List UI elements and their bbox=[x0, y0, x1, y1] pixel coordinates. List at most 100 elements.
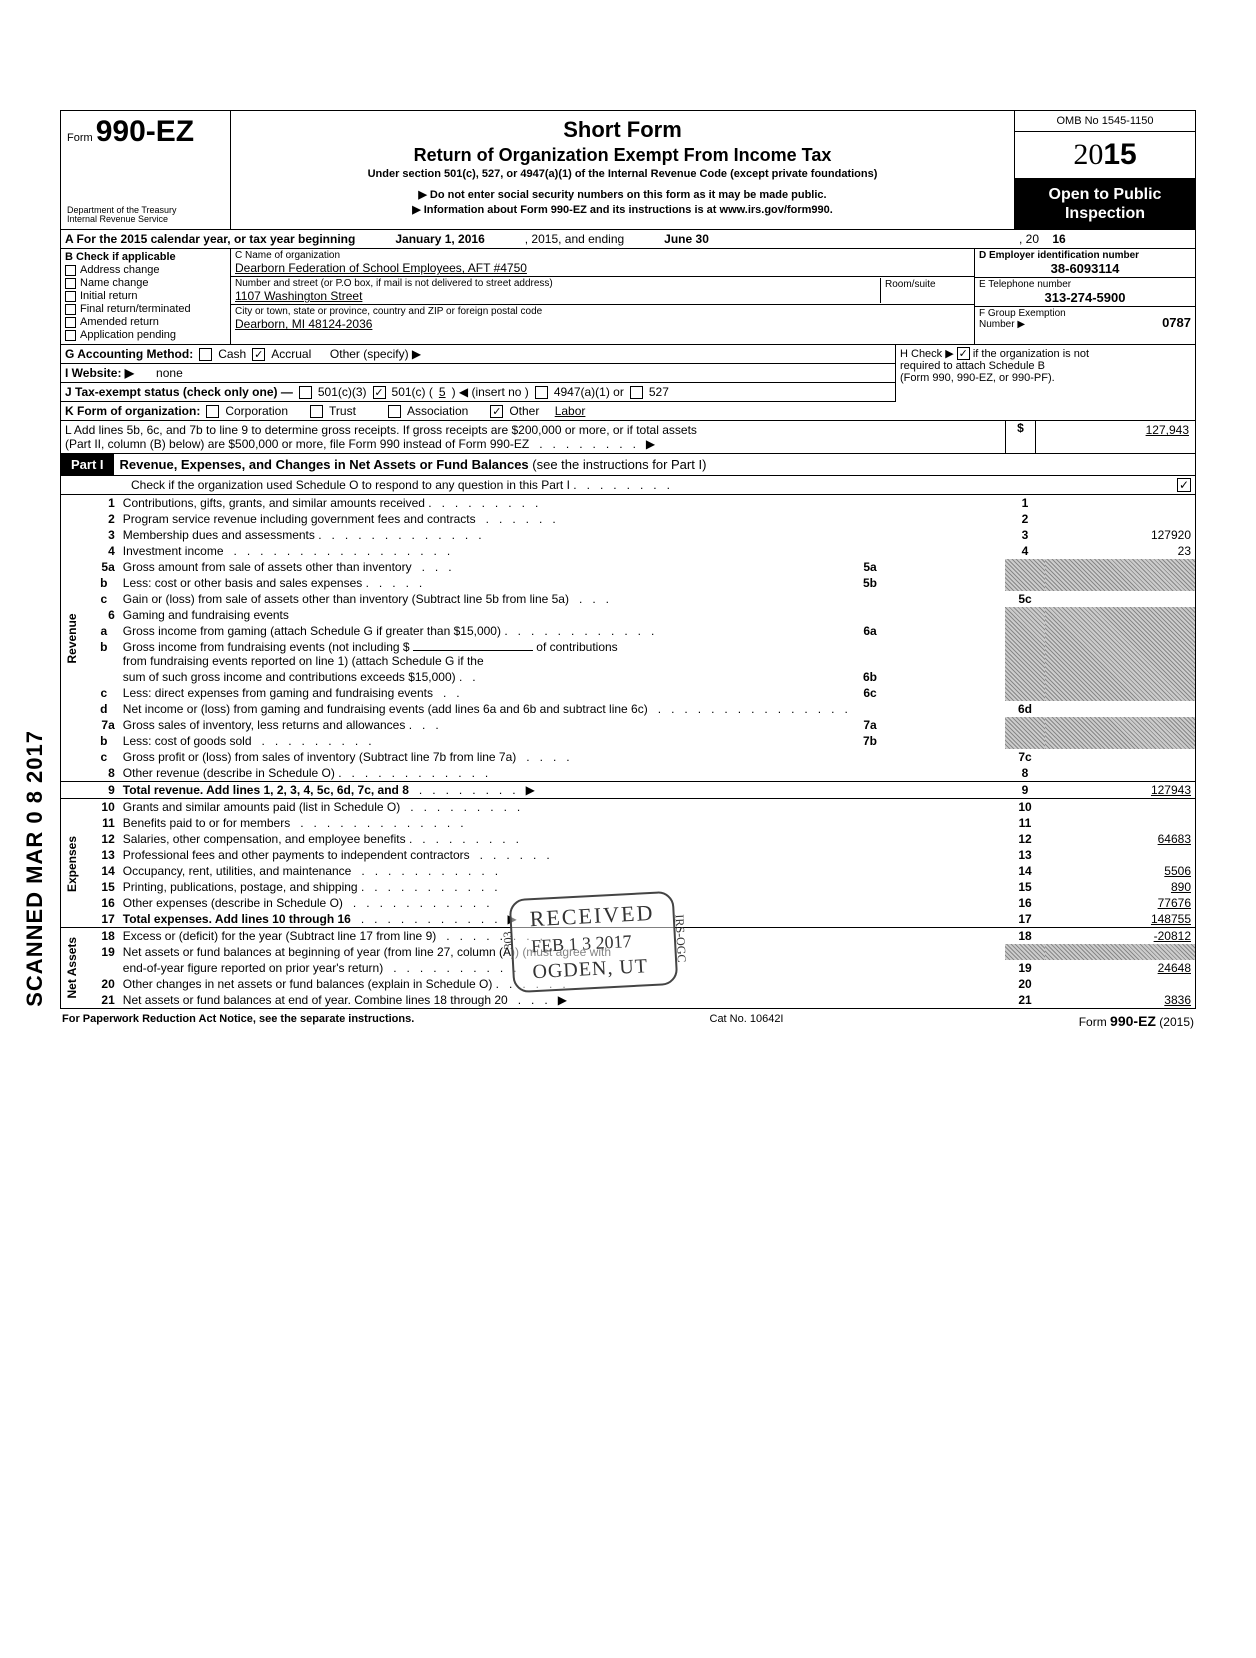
line6b-desc1: Gross income from fundraising events (no… bbox=[123, 640, 410, 654]
line-k: K Form of organization: Corporation Trus… bbox=[61, 402, 1195, 421]
h-text1: H Check ▶ bbox=[900, 348, 954, 360]
footer-right-post: (2015) bbox=[1156, 1015, 1194, 1029]
line16-num: 16 bbox=[89, 895, 119, 911]
h-checkbox[interactable]: ✓ bbox=[957, 347, 970, 360]
line11-col: 11 bbox=[1005, 815, 1045, 831]
schedule-o-checkbox[interactable]: ✓ bbox=[1177, 478, 1191, 492]
line4-num: 4 bbox=[89, 543, 119, 559]
line13-desc: Professional fees and other payments to … bbox=[123, 848, 470, 862]
line20-amt bbox=[1045, 976, 1195, 992]
line5ab-shaded-amt bbox=[1045, 559, 1195, 591]
row-ghi: G Accounting Method: Cash ✓ Accrual Othe… bbox=[61, 345, 1195, 402]
line-a: A For the 2015 calendar year, or tax yea… bbox=[61, 230, 1195, 249]
line20-desc: Other changes in net assets or fund bala… bbox=[123, 977, 493, 991]
assoc-checkbox[interactable] bbox=[388, 405, 401, 418]
form-number: 990-EZ bbox=[96, 115, 194, 148]
part1-table-wrapper: Revenue 1 Contributions, gifts, grants, … bbox=[61, 495, 1195, 1008]
cash-checkbox[interactable] bbox=[199, 348, 212, 361]
b-checkbox-1[interactable] bbox=[65, 278, 76, 289]
website-val: none bbox=[156, 366, 183, 380]
cash-label: Cash bbox=[218, 347, 246, 361]
line15-desc: Printing, publications, postage, and shi… bbox=[123, 880, 358, 894]
line20-num: 20 bbox=[89, 976, 119, 992]
527-checkbox[interactable] bbox=[630, 386, 643, 399]
line5a-box: 5a bbox=[855, 559, 885, 575]
501c-after: ) ◀ (insert no ) bbox=[452, 385, 529, 399]
line11-num: 11 bbox=[89, 815, 119, 831]
line16-desc: Other expenses (describe in Schedule O) bbox=[123, 896, 343, 910]
b-checkbox-0[interactable] bbox=[65, 265, 76, 276]
line21-col: 21 bbox=[1005, 992, 1045, 1008]
line6b-val bbox=[885, 669, 1005, 685]
h-text4: (Form 990, 990-EZ, or 990-PF). bbox=[900, 372, 1055, 384]
part1-table: Revenue 1 Contributions, gifts, grants, … bbox=[61, 495, 1195, 1008]
line21-desc: Net assets or fund balances at end of ye… bbox=[123, 993, 508, 1007]
line5c-num: c bbox=[89, 591, 119, 607]
open-line1: Open to Public bbox=[1017, 185, 1193, 204]
b-checkbox-5[interactable] bbox=[65, 330, 76, 341]
line19-desc1: Net assets or fund balances at beginning… bbox=[119, 944, 1005, 960]
line1-desc: Contributions, gifts, grants, and simila… bbox=[123, 496, 425, 510]
group-exemption: 0787 bbox=[1162, 315, 1191, 330]
line5b-box: 5b bbox=[855, 575, 885, 591]
line7a-num: 7a bbox=[89, 717, 119, 733]
l-text2: (Part II, column (B) below) are $500,000… bbox=[65, 437, 529, 451]
line5b-num: b bbox=[89, 575, 119, 591]
line17-col: 17 bbox=[1005, 911, 1045, 928]
header-center: Short Form Return of Organization Exempt… bbox=[231, 111, 1015, 229]
other-org-checkbox[interactable]: ✓ bbox=[490, 405, 503, 418]
corp-checkbox[interactable] bbox=[206, 405, 219, 418]
4947-label: 4947(a)(1) or bbox=[554, 385, 624, 399]
line10-col: 10 bbox=[1005, 799, 1045, 816]
501c3-checkbox[interactable] bbox=[299, 386, 312, 399]
b-label-2: Initial return bbox=[80, 290, 137, 302]
line4-col: 4 bbox=[1005, 543, 1045, 559]
f-label2: Number ▶ bbox=[979, 319, 1025, 330]
line16-amt: 77676 bbox=[1045, 895, 1195, 911]
b-label-3: Final return/terminated bbox=[80, 303, 191, 315]
line4-amt: 23 bbox=[1045, 543, 1195, 559]
line6a-val bbox=[885, 623, 1005, 639]
revenue-label: Revenue bbox=[61, 495, 89, 782]
line10-num: 10 bbox=[89, 799, 119, 816]
gross-receipts: 127,943 bbox=[1036, 421, 1195, 453]
trust-checkbox[interactable] bbox=[310, 405, 323, 418]
line-a-yrprefix: , 20 bbox=[1019, 232, 1039, 246]
other-org-label: Other bbox=[509, 404, 539, 418]
501c-num: 5 bbox=[439, 385, 446, 399]
line-g: G Accounting Method: Cash ✓ Accrual Othe… bbox=[61, 345, 895, 364]
b-item-2: Initial return bbox=[65, 290, 226, 302]
4947-checkbox[interactable] bbox=[535, 386, 548, 399]
line7b-desc: Less: cost of goods sold bbox=[123, 734, 252, 748]
line19-amt: 24648 bbox=[1045, 960, 1195, 976]
b-checkbox-4[interactable] bbox=[65, 317, 76, 328]
form-header: Form 990-EZ Department of the Treasury I… bbox=[61, 111, 1195, 230]
check-schedule-o: Check if the organization used Schedule … bbox=[61, 476, 1195, 495]
b-checkbox-2[interactable] bbox=[65, 291, 76, 302]
accrual-checkbox[interactable]: ✓ bbox=[252, 348, 265, 361]
g-label: G Accounting Method: bbox=[65, 347, 193, 361]
city-state-zip: Dearborn, MI 48124-2036 bbox=[235, 317, 970, 331]
line6d-num: d bbox=[89, 701, 119, 717]
501c-checkbox[interactable]: ✓ bbox=[373, 386, 386, 399]
line18-desc: Excess or (deficit) for the year (Subtra… bbox=[123, 929, 436, 943]
h-text2: if the organization is not bbox=[973, 348, 1089, 360]
line8-num: 8 bbox=[89, 765, 119, 782]
line16-col: 16 bbox=[1005, 895, 1045, 911]
line7ab-shaded-amt bbox=[1045, 717, 1195, 749]
footer-mid: Cat No. 10642I bbox=[710, 1013, 784, 1029]
line-i: I Website: ▶ none bbox=[61, 364, 895, 383]
line2-desc: Program service revenue including govern… bbox=[123, 512, 476, 526]
line6-num: 6 bbox=[89, 607, 119, 623]
b-checkbox-3[interactable] bbox=[65, 304, 76, 315]
line4-desc: Investment income bbox=[123, 544, 224, 558]
line6b-num: b bbox=[89, 639, 119, 685]
ein: 38-6093114 bbox=[979, 261, 1191, 276]
tax-year: 2015 bbox=[1015, 132, 1195, 179]
line-a-begin: January 1, 2016 bbox=[395, 232, 484, 246]
line3-desc: Membership dues and assessments bbox=[123, 528, 315, 542]
line15-amt: 890 bbox=[1045, 879, 1195, 895]
line6c-desc: Less: direct expenses from gaming and fu… bbox=[123, 686, 433, 700]
line6b-desc3: sum of such gross income and contributio… bbox=[123, 670, 456, 684]
line5c-col: 5c bbox=[1005, 591, 1045, 607]
